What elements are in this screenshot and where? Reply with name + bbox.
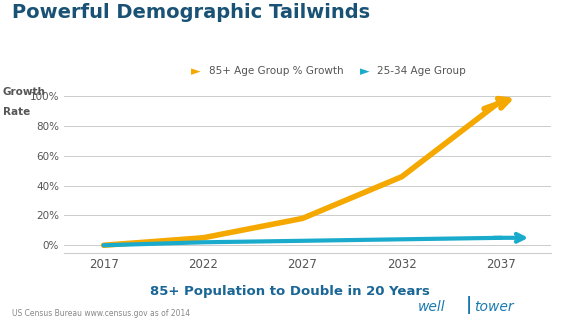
Text: ►: ► [191, 65, 201, 78]
Text: 25-34 Age Group: 25-34 Age Group [377, 66, 466, 76]
Text: Rate: Rate [3, 107, 30, 117]
Text: Powerful Demographic Tailwinds: Powerful Demographic Tailwinds [12, 3, 369, 22]
Text: well: well [418, 300, 445, 314]
Text: tower: tower [474, 300, 514, 314]
Text: 85+ Population to Double in 20 Years: 85+ Population to Double in 20 Years [150, 285, 430, 298]
Text: |: | [466, 296, 472, 314]
Text: 85+ Age Group % Growth: 85+ Age Group % Growth [209, 66, 343, 76]
Text: Growth: Growth [3, 87, 46, 98]
Text: ►: ► [360, 65, 369, 78]
Text: US Census Bureau www.census.gov as of 2014: US Census Bureau www.census.gov as of 20… [12, 308, 190, 318]
